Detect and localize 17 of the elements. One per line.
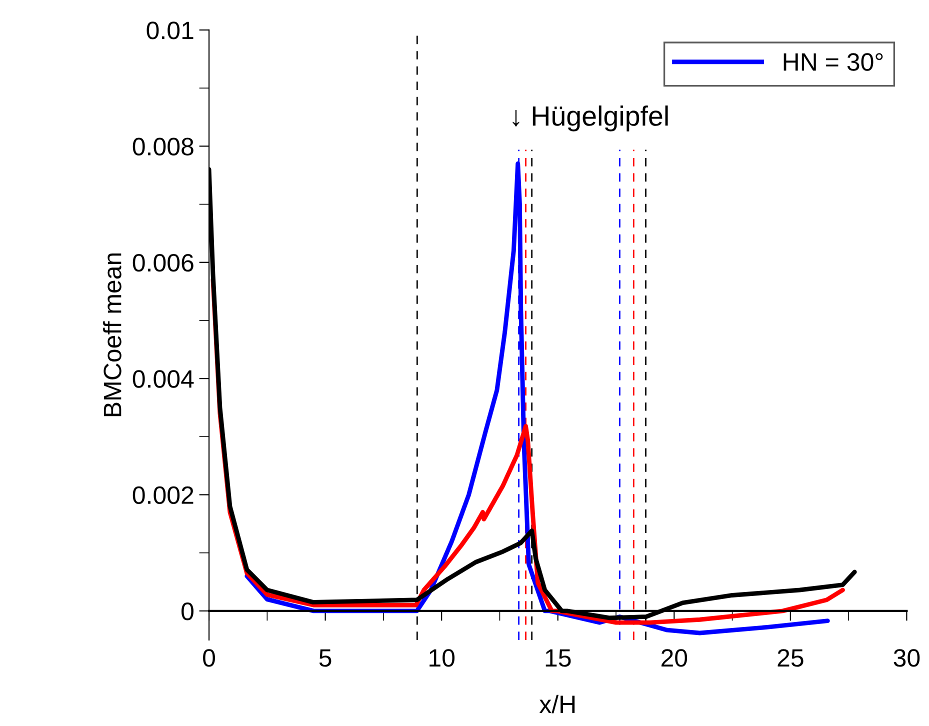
y-tick-label: 0 [182, 602, 194, 620]
x-tick-label: 20 [662, 649, 688, 667]
y-axis-title: BMCoeff mean [103, 253, 122, 416]
legend-label: HN = 30° [784, 53, 883, 71]
x-tick-label: 0 [203, 649, 215, 667]
x-tick-label: 30 [894, 649, 920, 667]
y-tick-label: 0.004 [132, 370, 194, 388]
x-axis-title: x/H [539, 694, 575, 714]
x-tick-label: 5 [319, 649, 332, 667]
x-tick-label: 10 [430, 649, 455, 667]
x-tick-label: 15 [546, 649, 571, 667]
x-tick-label: 25 [778, 649, 804, 667]
y-tick-label: 0.006 [132, 254, 194, 272]
y-tick-label: 0.002 [132, 486, 194, 504]
y-tick-label: 0.008 [132, 138, 194, 156]
annotation: ↓ Hügelgipfel [512, 105, 668, 132]
y-tick-label: 0.01 [146, 22, 194, 40]
